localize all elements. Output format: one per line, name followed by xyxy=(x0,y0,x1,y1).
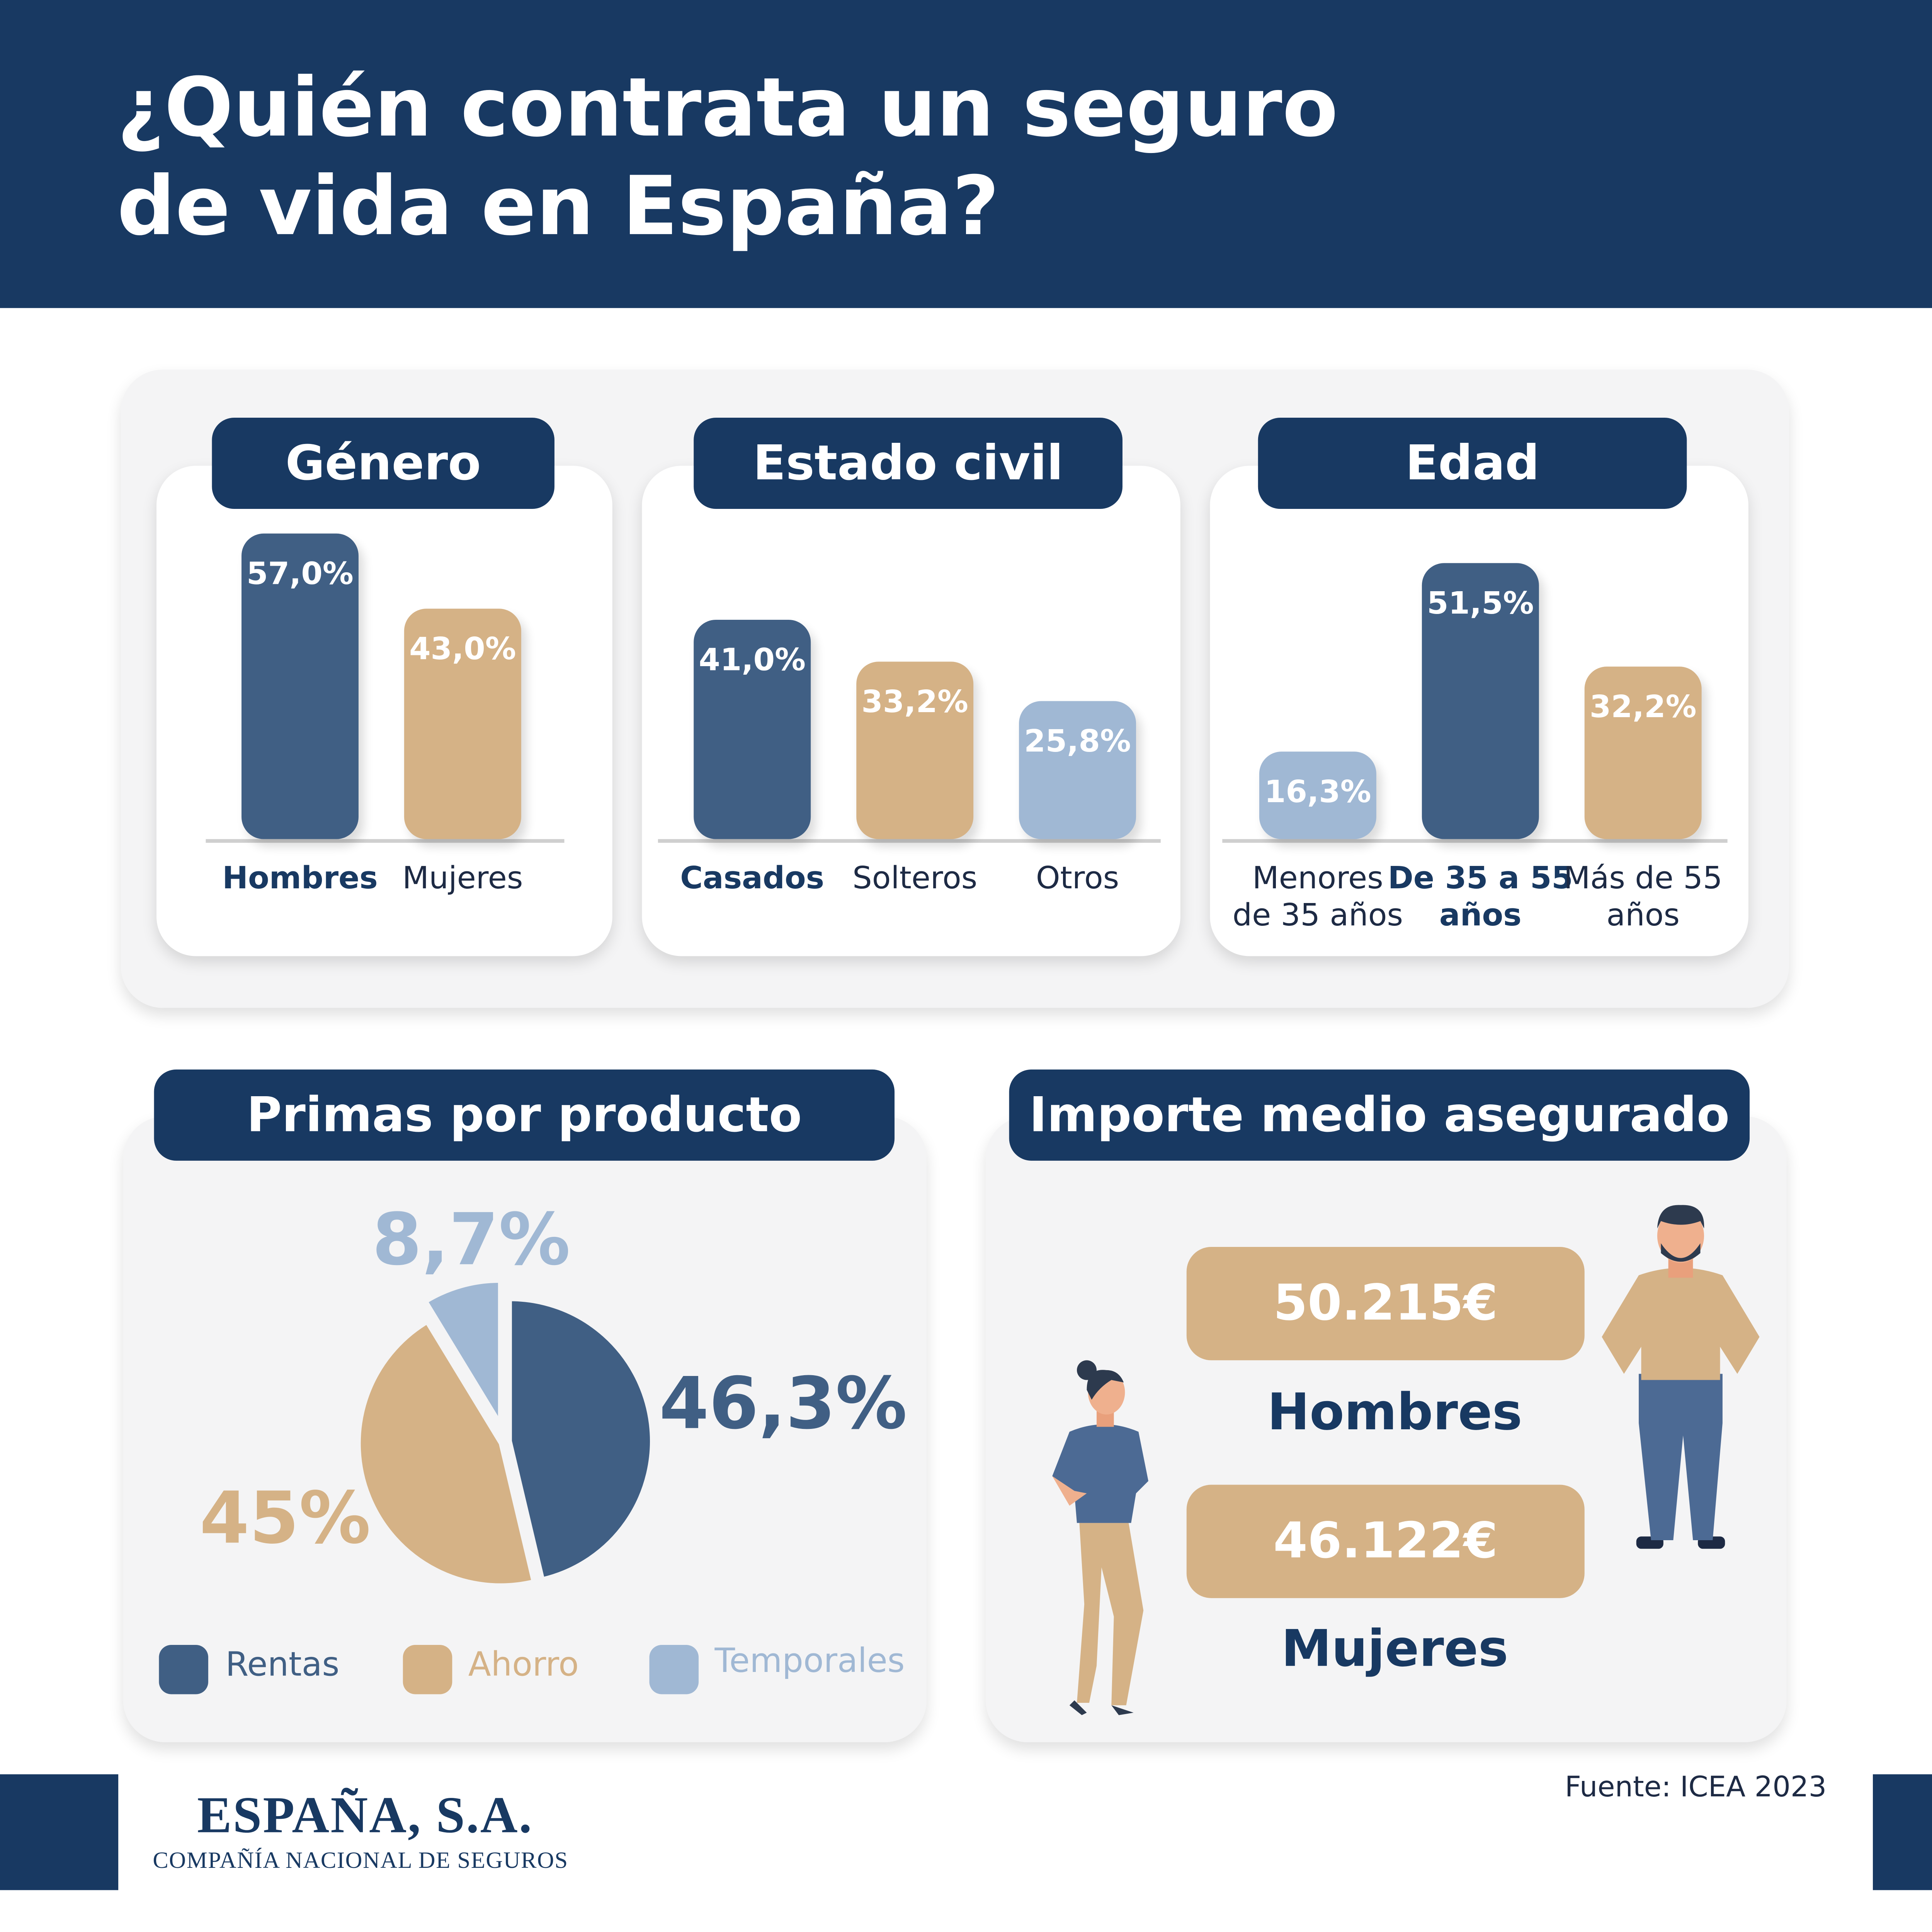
header-banner xyxy=(0,0,1932,308)
woman-figure-icon xyxy=(1052,1360,1148,1715)
bar-0-1: 43,0% xyxy=(404,609,521,839)
source-note: Fuente: ICEA 2023 xyxy=(1565,1772,1827,1804)
bar-2-2: 32,2% xyxy=(1584,666,1702,839)
bar-2-0: 16,3% xyxy=(1259,752,1376,839)
age-baseline xyxy=(1222,839,1728,843)
bar-1-0: 41,0% xyxy=(694,619,811,839)
page-title: ¿Quién contrata un seguro de vida en Esp… xyxy=(117,60,1338,254)
bar-label-2-0: Menores de 35 años xyxy=(1232,860,1403,933)
footer-corner-left xyxy=(0,1774,119,1890)
legend-swatch-temporales xyxy=(649,1645,699,1694)
pie-label-temporales: 8,7% xyxy=(372,1197,570,1282)
bar-label-1-1: Solteros xyxy=(852,860,978,896)
bar-label-0-0: Hombres xyxy=(222,860,378,896)
bar-label-2-1: De 35 a 55 años xyxy=(1388,860,1573,933)
women-amount-badge: 46.122€ xyxy=(1186,1485,1585,1598)
insured-amount-title: Importe medio asegurado xyxy=(1009,1069,1750,1161)
gender-title: Género xyxy=(212,417,554,509)
legend-swatch-ahorro xyxy=(403,1645,452,1694)
pie-label-ahorro: 45% xyxy=(199,1476,371,1560)
women-label: Mujeres xyxy=(1281,1619,1509,1679)
men-amount-badge: 50.215€ xyxy=(1186,1247,1585,1361)
pie-label-rentas: 46,3% xyxy=(659,1361,907,1446)
pie-slice-temporales xyxy=(423,1279,502,1429)
man-figure-icon xyxy=(1602,1205,1760,1549)
brand-logo: ESPAÑA, S.A. xyxy=(197,1787,533,1845)
age-title: Edad xyxy=(1258,417,1687,509)
bar-label-0-1: Mujeres xyxy=(402,860,523,896)
footer-corner-right xyxy=(1872,1774,1932,1890)
bar-1-1: 33,2% xyxy=(856,661,974,839)
bar-label-2-2: Más de 55 años xyxy=(1563,860,1723,933)
premiums-title: Primas por producto xyxy=(154,1069,895,1161)
gender-card xyxy=(156,466,612,956)
men-label: Hombres xyxy=(1267,1382,1522,1442)
civil-status-baseline xyxy=(658,839,1161,843)
legend-label-temporales: Temporales xyxy=(714,1642,905,1681)
pie-slice-ahorro xyxy=(357,1320,536,1587)
pie-slice-rentas xyxy=(508,1297,654,1582)
brand-tagline: COMPAÑÍA NACIONAL DE SEGUROS xyxy=(153,1848,568,1874)
premiums-pie-chart xyxy=(357,1279,654,1587)
bar-label-1-2: Otros xyxy=(1036,860,1119,896)
bar-1-2: 25,8% xyxy=(1019,701,1136,839)
civil-status-title: Estado civil xyxy=(694,417,1122,509)
bar-0-0: 57,0% xyxy=(242,533,359,839)
bar-2-1: 51,5% xyxy=(1422,563,1539,839)
bar-label-1-0: Casados xyxy=(680,860,825,896)
legend-label-rentas: Rentas xyxy=(225,1646,340,1685)
legend-label-ahorro: Ahorro xyxy=(468,1646,579,1685)
legend-swatch-rentas xyxy=(159,1645,208,1694)
gender-baseline xyxy=(206,839,565,843)
